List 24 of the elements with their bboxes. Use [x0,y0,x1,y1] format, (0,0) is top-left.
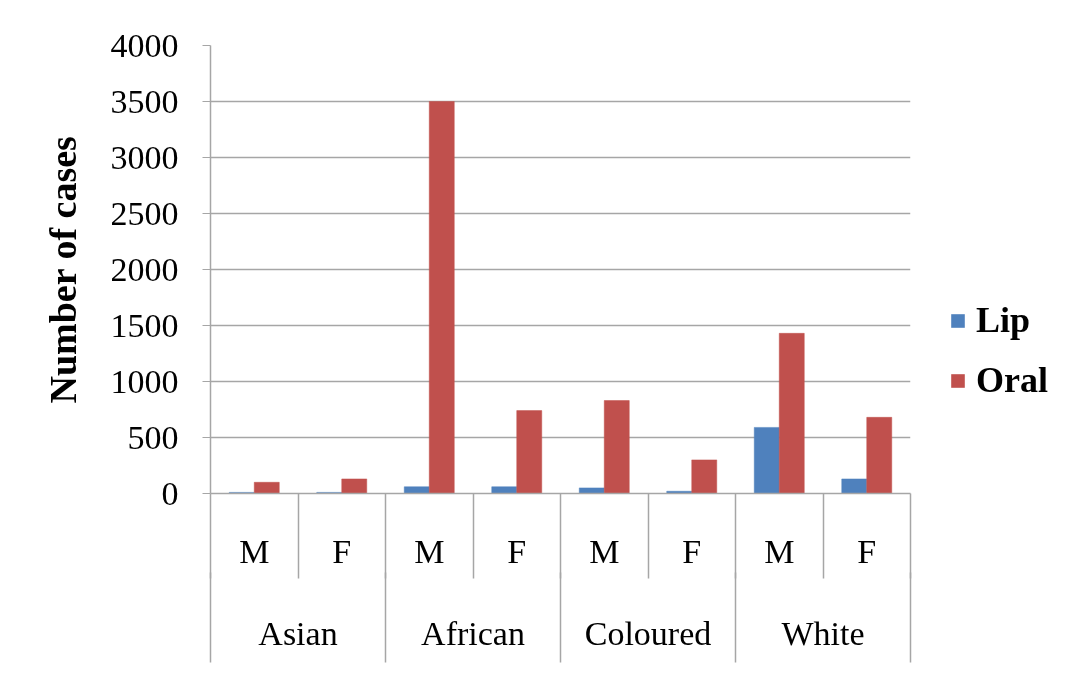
x-tick-label: M [764,532,795,570]
y-tick-label: 500 [127,418,179,456]
y-tick-label: 0 [161,474,179,512]
y-tick-label: 4000 [110,26,179,64]
y-tick-label: 1500 [110,306,179,344]
legend-label: Oral [976,359,1048,401]
x-tick-label: F [857,532,877,570]
legend-label: Lip [976,299,1031,341]
y-tick-label: 2000 [110,250,179,288]
text: White [781,614,865,652]
y-tick-label: 3500 [110,82,179,120]
x-tick-label: F [682,532,702,570]
x-tick-label: M [239,532,270,570]
x-tick-label: F [507,532,527,570]
y-tick-label: 1000 [110,362,179,400]
text: Asian [258,614,338,652]
y-tick-label: 3000 [110,138,179,176]
text: African [421,614,525,652]
x-tick-label: M [414,532,445,570]
text: Coloured [584,614,712,652]
x-tick-label: F [332,532,352,570]
y-axis-title: Number of cases [41,136,84,404]
x-tick-label: M [589,532,620,570]
y-tick-label: 2500 [110,194,179,232]
